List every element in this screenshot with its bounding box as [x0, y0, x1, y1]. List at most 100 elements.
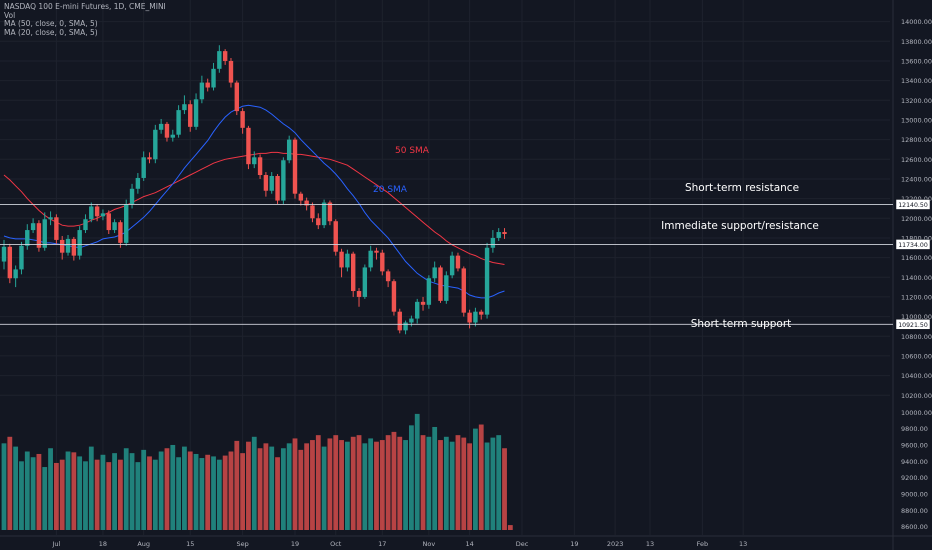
candle-body[interactable]	[420, 301, 426, 305]
candle-body[interactable]	[286, 139, 292, 161]
candle-body[interactable]	[269, 175, 274, 191]
candle-body[interactable]	[356, 291, 362, 297]
candle-body[interactable]	[345, 253, 350, 268]
candle-body[interactable]	[292, 139, 298, 194]
candle-body[interactable]	[176, 110, 181, 135]
candle-body[interactable]	[205, 82, 210, 88]
candle-body[interactable]	[19, 245, 24, 270]
candle-body[interactable]	[112, 222, 117, 231]
candle-body[interactable]	[106, 213, 111, 231]
candle-body[interactable]	[403, 322, 408, 331]
candle-body[interactable]	[65, 238, 71, 253]
candle-body[interactable]	[7, 246, 13, 279]
candle-body[interactable]	[432, 267, 437, 279]
candle-body[interactable]	[124, 204, 129, 243]
candle-body[interactable]	[438, 267, 443, 301]
price-tick-label: 10200.00	[901, 392, 932, 400]
candle-body[interactable]	[222, 51, 228, 61]
candle-body[interactable]	[281, 160, 286, 201]
candle-body[interactable]	[351, 253, 356, 292]
candle-body[interactable]	[77, 230, 82, 256]
volume-bar	[106, 462, 112, 530]
candle-body[interactable]	[89, 206, 94, 220]
candle-body[interactable]	[94, 206, 100, 217]
candle-body[interactable]	[368, 250, 373, 268]
candle-body[interactable]	[118, 222, 123, 243]
candle-body[interactable]	[385, 271, 391, 282]
candle-body[interactable]	[321, 202, 327, 226]
candle-body[interactable]	[13, 269, 18, 279]
volume-bar	[269, 446, 275, 530]
candle-body[interactable]	[461, 268, 466, 313]
candle-body[interactable]	[54, 217, 59, 240]
candle-body[interactable]	[409, 318, 414, 323]
volume-bar	[222, 455, 228, 530]
candle-body[interactable]	[240, 111, 245, 128]
candle-body[interactable]	[48, 217, 53, 220]
candle-body[interactable]	[479, 311, 484, 315]
candle-body[interactable]	[211, 68, 216, 88]
candle-body[interactable]	[426, 278, 432, 305]
candle-body[interactable]	[310, 205, 315, 219]
candle-body[interactable]	[234, 82, 239, 112]
candle-body[interactable]	[316, 218, 321, 226]
candle-body[interactable]	[182, 104, 187, 111]
candle-body[interactable]	[36, 223, 42, 248]
candle-body[interactable]	[60, 239, 65, 253]
candle-body[interactable]	[467, 312, 472, 323]
sma50-annotation: 50 SMA	[395, 146, 430, 156]
candle-body[interactable]	[100, 213, 106, 217]
candle-body[interactable]	[30, 223, 36, 231]
candle-body[interactable]	[141, 157, 146, 178]
candle-body[interactable]	[193, 99, 199, 127]
candle-body[interactable]	[170, 134, 175, 138]
candle-body[interactable]	[158, 123, 164, 130]
candle-body[interactable]	[397, 311, 402, 331]
volume-tick-label: 9000.00	[901, 491, 928, 499]
candle-body[interactable]	[228, 60, 234, 83]
candle-body[interactable]	[25, 230, 30, 246]
candle-body[interactable]	[362, 267, 368, 297]
candle-body[interactable]	[1, 246, 7, 262]
candle-body[interactable]	[444, 275, 449, 301]
candle-body[interactable]	[42, 219, 47, 248]
candle-body[interactable]	[374, 250, 379, 253]
candle-body[interactable]	[502, 232, 507, 235]
candle-body[interactable]	[83, 219, 88, 231]
candle-body[interactable]	[496, 232, 501, 238]
candle-body[interactable]	[199, 82, 205, 100]
candle-body[interactable]	[327, 202, 333, 222]
candle-body[interactable]	[164, 123, 170, 138]
level-price-label: 11734.00	[898, 242, 928, 249]
time-tick-label: 18	[99, 540, 107, 548]
candle-body[interactable]	[263, 175, 269, 191]
candle-body[interactable]	[71, 238, 77, 256]
candle-body[interactable]	[415, 301, 420, 319]
candle-body[interactable]	[333, 221, 338, 252]
candle-body[interactable]	[217, 51, 222, 69]
candle-body[interactable]	[391, 281, 397, 312]
candle-body[interactable]	[473, 311, 478, 323]
time-tick-label: Jul	[51, 540, 60, 548]
candle-body[interactable]	[246, 127, 251, 165]
volume-bar	[216, 459, 222, 530]
candle-body[interactable]	[380, 252, 385, 272]
volume-bar	[36, 453, 42, 530]
candle-body[interactable]	[304, 200, 309, 206]
candle-body[interactable]	[449, 255, 455, 276]
candle-body[interactable]	[455, 255, 461, 269]
candle-body[interactable]	[147, 157, 152, 160]
candle-body[interactable]	[257, 157, 263, 176]
candle-body[interactable]	[129, 188, 135, 205]
candle-body[interactable]	[298, 193, 304, 201]
candle-body[interactable]	[188, 104, 193, 127]
candle-body[interactable]	[490, 237, 496, 248]
volume-bar	[467, 443, 472, 530]
candle-body[interactable]	[135, 177, 141, 189]
candle-body[interactable]	[153, 129, 158, 160]
candle-body[interactable]	[484, 247, 490, 315]
candle-body[interactable]	[339, 251, 344, 268]
candle-body[interactable]	[252, 157, 257, 165]
candle-body[interactable]	[275, 175, 280, 201]
